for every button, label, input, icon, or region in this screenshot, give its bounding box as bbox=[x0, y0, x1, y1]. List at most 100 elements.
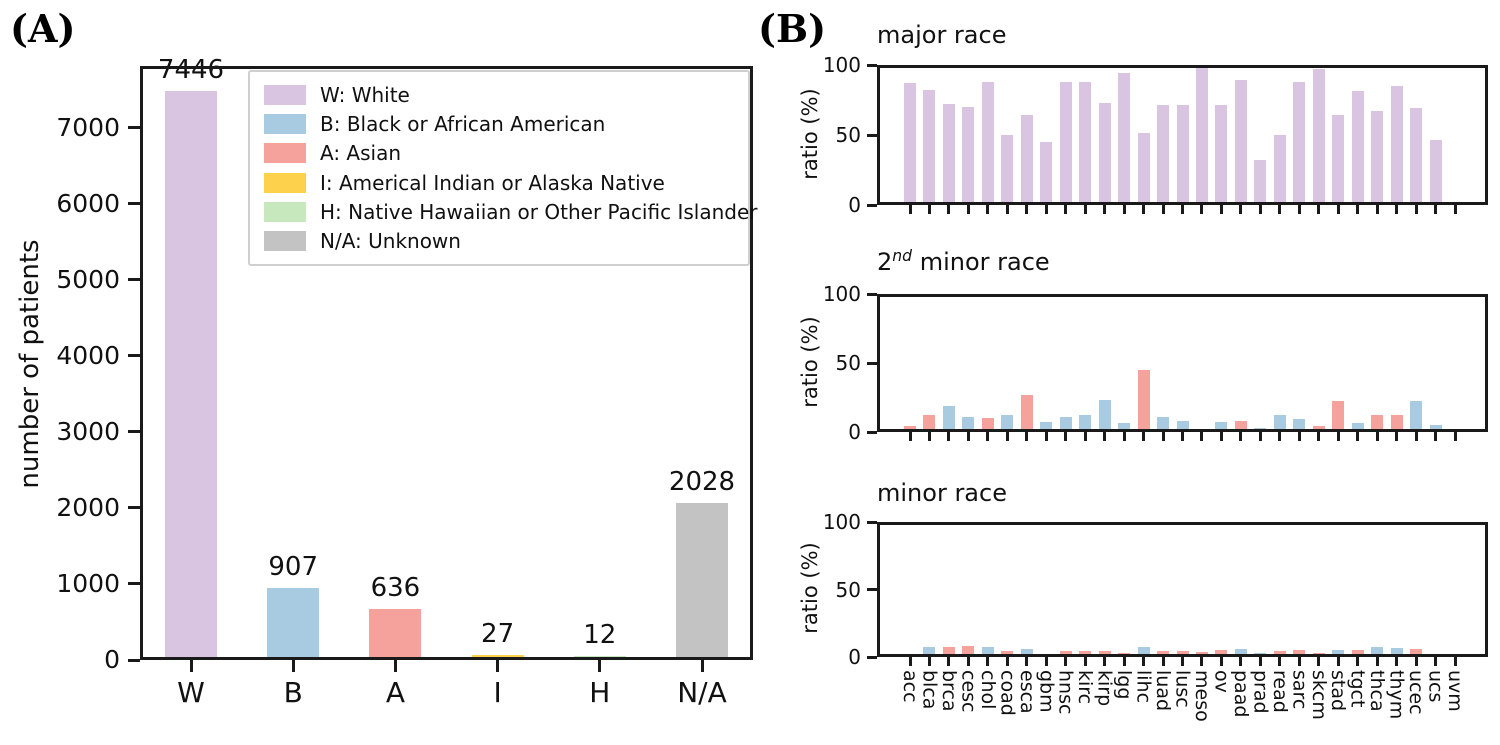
bar-stad bbox=[1332, 649, 1345, 654]
x-tick-mark bbox=[1414, 205, 1418, 214]
y-tick-mark bbox=[867, 430, 877, 434]
x-tick-mark bbox=[1239, 432, 1243, 441]
bar-cesc bbox=[962, 416, 975, 429]
title-text-rest: minor race bbox=[912, 248, 1050, 276]
panel-b-label: (B) bbox=[758, 6, 827, 51]
bar-value-label: 7446 bbox=[157, 55, 225, 86]
y-tick-mark bbox=[867, 655, 877, 659]
bar-ov bbox=[1215, 422, 1228, 429]
panel-b-major-race-chart-area bbox=[877, 65, 1488, 205]
y-tick-mark bbox=[867, 63, 877, 67]
x-tick-label: hnsc bbox=[1054, 670, 1077, 715]
bar-value-label: 636 bbox=[370, 572, 421, 603]
x-tick-mark bbox=[1122, 432, 1126, 441]
x-tick-mark bbox=[1258, 657, 1262, 666]
legend-swatch bbox=[264, 114, 306, 135]
x-tick-mark bbox=[1317, 205, 1321, 214]
legend-label: A: Asian bbox=[320, 141, 402, 166]
x-tick-label: ucs bbox=[1424, 670, 1447, 703]
bar-paad bbox=[1234, 420, 1247, 429]
bar-lihc bbox=[1137, 647, 1150, 654]
bar-value-label: 2028 bbox=[668, 466, 736, 497]
bar-thym bbox=[1390, 415, 1403, 429]
x-tick-label: brca bbox=[937, 670, 960, 712]
x-tick-mark bbox=[908, 432, 912, 441]
x-tick-mark bbox=[1044, 432, 1048, 441]
x-tick-mark bbox=[1103, 432, 1107, 441]
x-tick-label: A bbox=[385, 676, 405, 709]
legend-swatch bbox=[264, 172, 306, 193]
bar-chol bbox=[981, 647, 994, 654]
x-tick-mark bbox=[1395, 432, 1399, 441]
x-tick-label: ov bbox=[1210, 670, 1233, 693]
legend-swatch bbox=[264, 230, 306, 251]
x-tick-label: esca bbox=[1015, 670, 1038, 714]
x-tick-mark bbox=[700, 660, 704, 672]
bar-lusc bbox=[1176, 420, 1189, 429]
bar-a bbox=[369, 608, 422, 657]
x-tick-mark bbox=[1395, 657, 1399, 666]
x-tick-mark bbox=[1434, 432, 1438, 441]
y-tick-label: 2000 bbox=[56, 492, 120, 522]
y-tick-mark bbox=[128, 506, 140, 510]
y-tick-mark bbox=[128, 202, 140, 206]
bar-thca bbox=[1371, 111, 1384, 202]
y-tick-label: 50 bbox=[835, 577, 861, 602]
bar-cesc bbox=[962, 645, 975, 654]
legend-item: I: Americal Indian or Alaska Native bbox=[264, 171, 748, 195]
x-tick-label: sarc bbox=[1288, 670, 1311, 710]
bar-kirp bbox=[1098, 400, 1111, 429]
chart-title-minor-race: minor race bbox=[877, 478, 1007, 507]
x-tick-mark bbox=[1414, 432, 1418, 441]
y-tick-label: 4000 bbox=[56, 340, 120, 370]
x-tick-label: uvm bbox=[1444, 670, 1466, 712]
x-tick-mark bbox=[1161, 432, 1165, 441]
bar-thym bbox=[1390, 85, 1403, 202]
x-tick-label: thym bbox=[1385, 670, 1408, 720]
x-tick-mark bbox=[1356, 657, 1360, 666]
x-tick-mark bbox=[1375, 205, 1379, 214]
bar-i bbox=[471, 654, 524, 657]
bar-sarc bbox=[1293, 419, 1306, 429]
x-tick-mark bbox=[393, 660, 397, 672]
bar-meso bbox=[1195, 66, 1208, 202]
bar-esca bbox=[1020, 648, 1033, 654]
bar-kirc bbox=[1079, 415, 1092, 429]
x-tick-label: prad bbox=[1249, 670, 1272, 714]
x-tick-label: thca bbox=[1366, 670, 1389, 712]
y-tick-label: 0 bbox=[848, 193, 861, 217]
x-tick-mark bbox=[1044, 657, 1048, 666]
y-tick-label: 100 bbox=[822, 510, 861, 534]
x-tick-label: kirp bbox=[1093, 670, 1116, 707]
x-tick-mark bbox=[1258, 432, 1262, 441]
x-tick-mark bbox=[986, 657, 990, 666]
y-tick-label: 100 bbox=[822, 53, 861, 77]
x-tick-mark bbox=[1083, 205, 1087, 214]
y-tick-label: 0 bbox=[848, 420, 861, 444]
y-tick-label: 100 bbox=[822, 282, 861, 306]
bar-coad bbox=[1001, 651, 1014, 654]
bar-tgct bbox=[1351, 649, 1364, 654]
x-tick-mark bbox=[1375, 432, 1379, 441]
x-tick-label: lgg bbox=[1113, 670, 1136, 700]
y-tick-mark bbox=[867, 203, 877, 207]
title-text: 2 bbox=[877, 248, 893, 276]
bar-esca bbox=[1020, 394, 1033, 429]
x-tick-mark bbox=[947, 432, 951, 441]
x-tick-mark bbox=[966, 432, 970, 441]
x-tick-label: I bbox=[493, 676, 502, 709]
x-tick-mark bbox=[1181, 205, 1184, 214]
legend-swatch bbox=[264, 143, 306, 164]
panel-a-legend: W: White B: Black or African American A: A… bbox=[248, 70, 757, 266]
x-tick-mark bbox=[1336, 657, 1340, 666]
x-tick-mark bbox=[1297, 657, 1301, 666]
bar-lusc bbox=[1176, 651, 1189, 654]
x-tick-mark bbox=[1083, 657, 1087, 666]
y-tick-label: 3000 bbox=[56, 416, 120, 446]
x-tick-mark bbox=[986, 432, 990, 441]
x-tick-mark bbox=[1103, 205, 1107, 214]
bar-h bbox=[573, 656, 626, 657]
x-tick-mark bbox=[1395, 205, 1399, 214]
x-tick-mark bbox=[966, 205, 970, 214]
